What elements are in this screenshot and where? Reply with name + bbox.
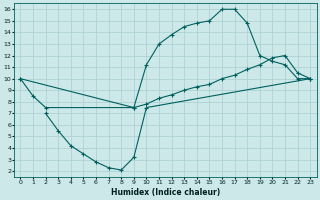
X-axis label: Humidex (Indice chaleur): Humidex (Indice chaleur) (111, 188, 220, 197)
